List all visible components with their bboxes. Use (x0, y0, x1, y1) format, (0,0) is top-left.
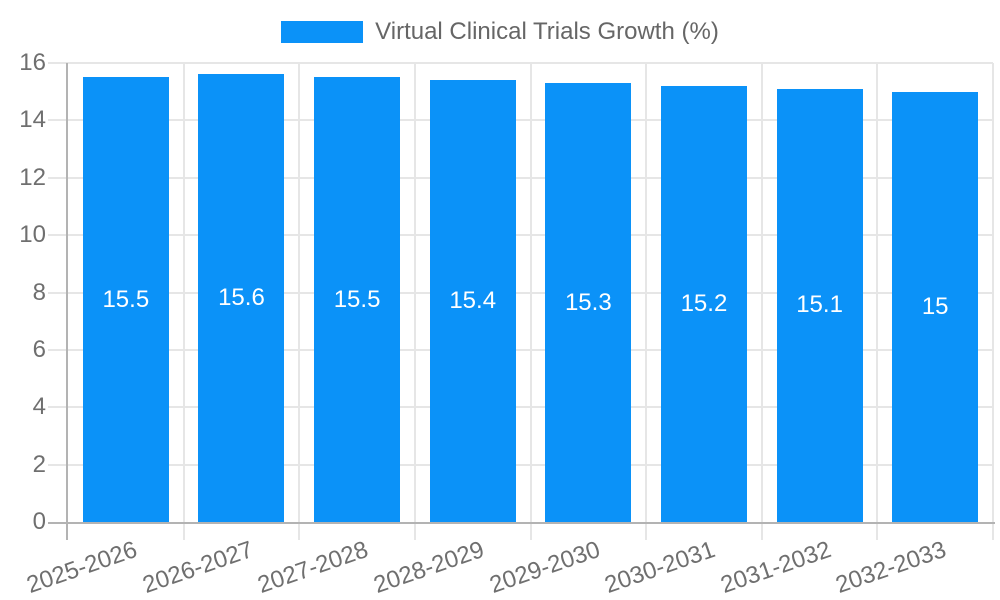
x-tick-mark (413, 524, 416, 540)
y-gridline (48, 176, 993, 179)
x-tick-mark (876, 524, 879, 540)
x-gridline (992, 63, 994, 522)
bar-value-label: 15.5 (102, 285, 150, 313)
bar (429, 80, 516, 522)
y-axis-line (66, 63, 68, 540)
y-axis-tick-label: 10 (19, 221, 46, 249)
bar-value-label: 15.4 (449, 287, 497, 315)
x-axis-tick-label: 2025-2026 (23, 536, 141, 599)
y-gridline (48, 348, 993, 351)
y-axis-tick-label: 6 (32, 335, 46, 363)
x-axis-tick-label: 2028-2029 (370, 536, 488, 599)
bar (776, 88, 863, 522)
bar (545, 83, 632, 522)
bar (82, 77, 169, 522)
x-gridline (182, 63, 185, 522)
legend-label: Virtual Clinical Trials Growth (%) (375, 18, 719, 45)
bar-value-label: 15.3 (564, 288, 612, 316)
bar (314, 77, 401, 522)
x-gridline (529, 63, 532, 522)
bar-value-label: 15.2 (680, 289, 728, 317)
bar-value-label: 15 (921, 292, 949, 320)
x-tick-mark (992, 524, 994, 540)
x-gridline (298, 63, 301, 522)
y-gridline (48, 463, 993, 466)
x-axis-tick-label: 2029-2030 (485, 536, 604, 599)
legend-swatch-icon (281, 21, 364, 43)
x-gridline (413, 63, 416, 522)
x-axis-tick-label: 2030-2031 (601, 536, 719, 599)
y-gridline (48, 291, 993, 294)
x-axis-tick-label: 2032-2033 (832, 536, 950, 599)
x-tick-mark (529, 524, 532, 540)
legend[interactable]: Virtual Clinical Trials Growth (%) (0, 18, 1000, 46)
x-gridline (760, 63, 763, 522)
y-axis-tick-label: 8 (32, 278, 46, 306)
x-axis-tick-label: 2031-2032 (717, 536, 835, 599)
y-axis-tick-label: 12 (19, 163, 46, 191)
x-tick-mark (298, 524, 301, 540)
bar (198, 74, 285, 522)
y-axis-tick-label: 16 (19, 49, 46, 76)
y-gridline (48, 234, 993, 237)
bar (892, 91, 979, 522)
x-tick-mark (760, 524, 763, 540)
y-gridline (48, 406, 993, 409)
y-axis-tick-label: 2 (32, 450, 46, 478)
y-axis-tick-label: 4 (32, 393, 46, 421)
x-axis-tick-label: 2026-2027 (138, 536, 257, 599)
x-gridline (876, 63, 879, 522)
bar-value-label: 15.1 (796, 291, 843, 319)
x-tick-mark (645, 524, 648, 540)
bar-value-label: 15.5 (333, 285, 381, 313)
bar-value-label: 15.6 (218, 284, 265, 312)
y-axis-tick-label: 14 (19, 106, 46, 134)
x-tick-mark (182, 524, 185, 540)
x-axis-line (48, 522, 995, 524)
bar (660, 85, 747, 522)
x-gridline (645, 63, 648, 522)
y-axis-tick-label: 0 (32, 508, 46, 535)
y-gridline (48, 119, 993, 122)
x-axis-tick-label: 2027-2028 (254, 536, 372, 599)
y-gridline (48, 62, 993, 64)
